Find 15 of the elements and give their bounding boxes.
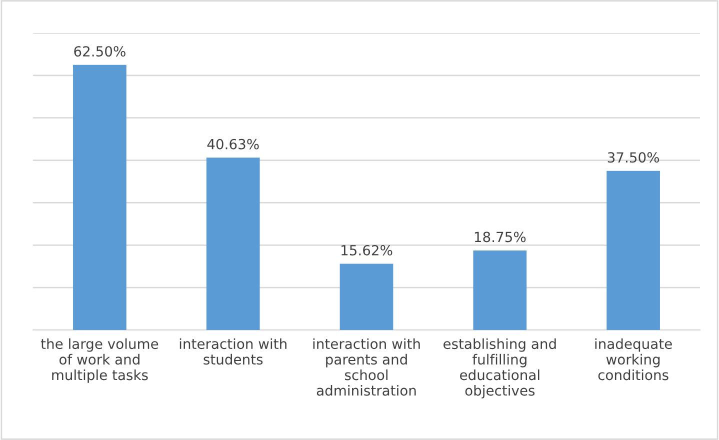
x-tick-label: interaction with parents and school administration <box>313 338 420 396</box>
data-label: 15.62% <box>342 244 392 256</box>
bar <box>606 170 660 330</box>
bar <box>206 158 260 330</box>
bar <box>473 250 527 330</box>
data-label: 18.75% <box>474 232 526 242</box>
bar <box>73 64 126 330</box>
x-tick-label: establishing and fulfilling educational objectives <box>444 338 556 398</box>
data-label: 37.50% <box>608 152 660 163</box>
x-tick-label: interaction with students <box>180 338 286 365</box>
data-label: 40.63% <box>207 138 259 150</box>
x-tick-label: inadequate working conditions <box>595 338 672 380</box>
x-tick-label: the large volume of work and multiple tasks <box>40 338 158 383</box>
data-label: 62.50% <box>74 46 126 57</box>
bar <box>340 264 394 330</box>
